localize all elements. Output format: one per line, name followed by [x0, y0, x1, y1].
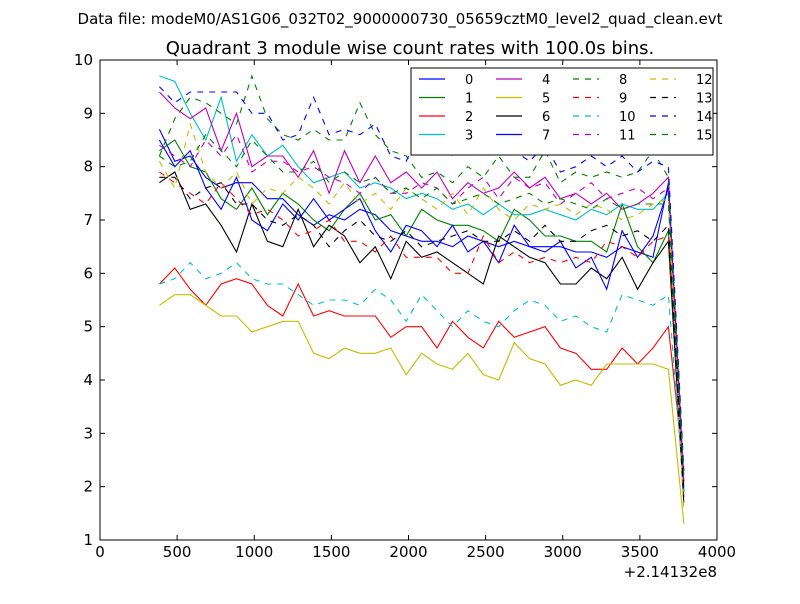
x-tick-label: 3500	[621, 543, 659, 561]
series-line-0	[158, 129, 685, 498]
legend-label-9: 9	[619, 92, 627, 107]
series-line-8	[158, 74, 685, 471]
legend-label-5: 5	[542, 92, 550, 107]
x-tick-label: 1500	[312, 543, 350, 561]
y-tick-label: 7	[83, 211, 93, 229]
x-tick-label: 3000	[544, 543, 582, 561]
legend-label-1: 1	[465, 92, 473, 107]
series-line-5	[159, 294, 685, 525]
y-tick-label: 8	[83, 158, 93, 176]
series-line-13	[159, 176, 685, 493]
x-tick-label: 2000	[389, 543, 427, 561]
y-tick-label: 9	[83, 104, 93, 122]
legend-label-0: 0	[465, 73, 473, 88]
y-tick-label: 3	[83, 424, 93, 442]
series-line-6	[159, 171, 685, 503]
legend-label-14: 14	[696, 110, 713, 125]
legend-label-6: 6	[542, 110, 550, 125]
x-tick-label: 0	[95, 543, 105, 561]
series-line-3	[159, 75, 685, 493]
legend-label-2: 2	[465, 110, 473, 125]
chart-title: Quadrant 3 module wise count rates with …	[166, 38, 655, 59]
x-tick-label: 4000	[698, 543, 736, 561]
x-tick-label: 500	[163, 543, 192, 561]
legend-label-7: 7	[542, 129, 550, 144]
y-tick-label: 1	[83, 531, 93, 549]
y-tick-label: 10	[74, 51, 93, 69]
series-line-4	[159, 91, 685, 482]
legend-label-11: 11	[619, 129, 636, 144]
legend-box	[410, 67, 714, 156]
y-tick-label: 4	[83, 371, 93, 389]
series-line-1	[159, 139, 685, 487]
legend-label-8: 8	[619, 73, 627, 88]
x-tick-label: 2500	[467, 543, 505, 561]
legend-label-15: 15	[696, 129, 713, 144]
legend-label-3: 3	[465, 129, 473, 144]
x-tick-label: 1000	[235, 543, 273, 561]
figure-suptitle: Data file: modeM0/AS1G06_032T02_90000007…	[78, 10, 723, 29]
y-tick-label: 5	[83, 318, 93, 336]
x-offset-label: +2.14132e8	[624, 563, 717, 581]
y-tick-label: 2	[83, 478, 93, 496]
legend-label-10: 10	[619, 110, 636, 125]
series-line-15	[159, 133, 685, 477]
series-line-2	[159, 267, 685, 471]
series-line-10	[159, 261, 685, 493]
legend-label-4: 4	[542, 73, 550, 88]
series-line-9	[159, 171, 685, 482]
plot-area: 0 500 1000 1500 2000 2500 3000 3500 400012345678…	[74, 51, 736, 561]
y-tick-label: 6	[83, 264, 93, 282]
legend-label-12: 12	[696, 73, 713, 88]
series-line-7	[158, 139, 685, 493]
legend-label-13: 13	[696, 92, 713, 107]
